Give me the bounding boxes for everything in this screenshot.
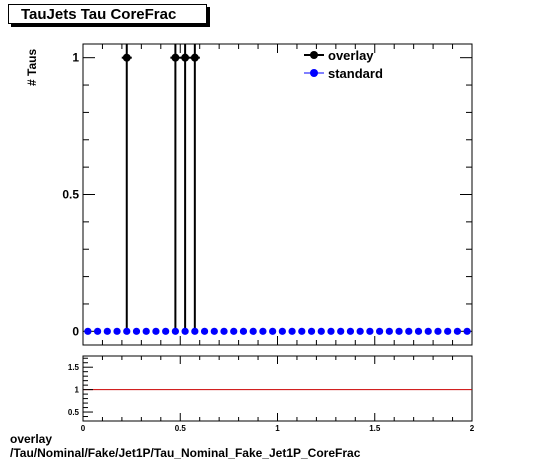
standard-point [142,327,150,335]
standard-point [444,327,452,335]
standard-point [269,327,277,335]
ratio-y-tick-label: 0.5 [68,408,80,417]
standard-point [434,327,442,335]
legend-label-standard: standard [328,66,383,81]
standard-point [346,327,355,335]
standard-point [288,327,296,335]
standard-point [171,327,179,335]
standard-point [366,327,374,335]
standard-point [395,327,403,335]
overlay-point [181,53,190,62]
ratio-x-tick-label: 1.5 [369,424,381,433]
ratio-x-tick-label: 0.5 [175,424,187,433]
standard-point [191,327,199,335]
standard-point [463,327,471,335]
chart-title: TauJets Tau CoreFrac [8,4,207,24]
legend: overlay standard [304,48,383,81]
standard-point [210,327,218,335]
standard-point [424,327,432,335]
ratio-y-tick-label: 1 [75,386,80,395]
standard-point [298,327,306,335]
caption-line-1: overlay [10,432,53,446]
standard-point [317,327,325,335]
standard-point [113,327,121,335]
standard-point [327,327,335,335]
y-tick-label: 0 [72,324,79,338]
standard-point [249,327,257,335]
standard-point [278,327,286,335]
legend-marker-overlay [310,51,318,59]
caption: overlay /Tau/Nominal/Fake/Jet1P/Tau_Nomi… [10,432,360,460]
y-axis-label: # Taus [25,49,39,86]
ratio-y-tick-label: 1.5 [68,363,80,372]
ratio-x-tick-label: 1 [275,424,280,433]
standard-point [123,327,131,335]
overlay-point [190,53,199,62]
standard-point [307,327,316,335]
ratio-x-tick-label: 2 [470,424,475,433]
standard-point [152,327,160,335]
standard-point [162,327,170,335]
standard-point [453,327,462,335]
standard-point [337,327,345,335]
standard-point [239,327,248,335]
y-tick-label: 1 [72,51,79,65]
legend-label-overlay: overlay [328,48,374,63]
standard-point [385,327,393,335]
ratio-x-tick-label: 0 [81,424,86,433]
standard-point [181,327,189,335]
ratio-plot-frame [82,355,473,422]
standard-point [356,327,364,335]
standard-point [405,327,413,335]
y-tick-label: 0.5 [62,188,79,202]
main-panel: 00.51 [62,43,473,346]
legend-marker-standard [310,69,318,77]
standard-point [259,327,267,335]
standard-point [93,327,102,335]
standard-point [230,327,238,335]
standard-point [200,327,209,335]
overlay-point [122,53,131,62]
caption-line-2: /Tau/Nominal/Fake/Jet1P/Tau_Nominal_Fake… [10,446,361,460]
standard-point [414,327,423,335]
standard-point [220,327,228,335]
standard-point [84,327,92,335]
main-plot-frame [82,43,473,346]
ratio-panel: 0.511.50 0.5 1 1.5 2 [68,355,475,433]
standard-point [376,327,384,335]
standard-point [103,327,111,335]
overlay-point [171,53,180,62]
standard-point [132,327,141,335]
